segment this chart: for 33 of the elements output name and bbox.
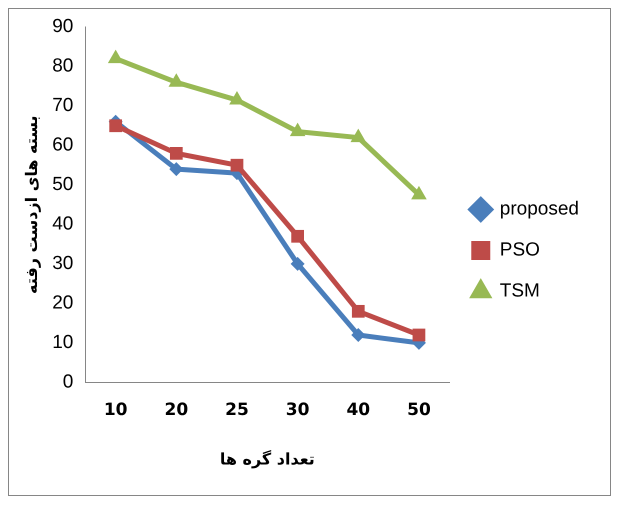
point: [352, 304, 365, 318]
y-axis-title: بسته های ازدست رفته: [22, 115, 41, 294]
x-tick-label: 40: [346, 400, 370, 420]
point: [170, 147, 183, 160]
x-tick-label: 10: [104, 400, 128, 420]
x-tick-label: 50: [407, 400, 431, 420]
legend-label: proposed: [500, 198, 580, 220]
legend-label: TSM: [500, 280, 540, 302]
y-tick-label: 20: [52, 292, 74, 314]
y-tick-label: 70: [52, 95, 74, 116]
y-tick-label: 10: [52, 332, 74, 354]
point: [412, 328, 426, 342]
point: [351, 328, 366, 342]
point: [290, 122, 306, 136]
y-tick-label: 0: [62, 372, 74, 393]
point: [169, 162, 184, 176]
point: [230, 158, 244, 172]
x-axis-title: تعداد گره ها: [220, 450, 315, 469]
point: [350, 128, 366, 142]
legend-label: PSO: [500, 240, 540, 261]
y-tick-label: 50: [52, 174, 74, 196]
point: [291, 230, 304, 243]
x-tick-label: 20: [164, 400, 188, 420]
point: [168, 73, 184, 87]
y-tick-label: 90: [52, 16, 74, 38]
y-tick-label: 80: [52, 56, 74, 77]
y-tick-label: 60: [52, 134, 74, 156]
x-tick-label: 25: [225, 400, 249, 420]
y-tick-label: 30: [52, 253, 74, 274]
x-tick-label: 30: [286, 400, 310, 420]
y-tick-label: 40: [52, 214, 74, 235]
point: [290, 256, 305, 271]
point: [109, 119, 122, 132]
